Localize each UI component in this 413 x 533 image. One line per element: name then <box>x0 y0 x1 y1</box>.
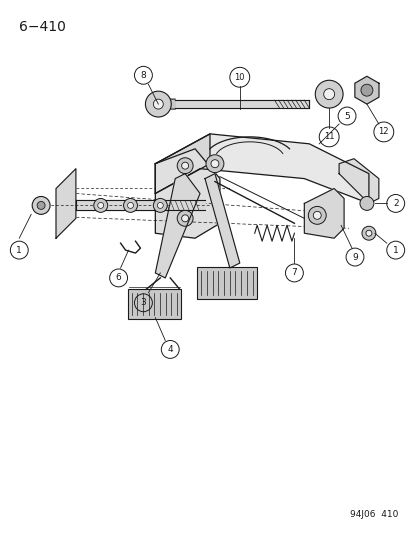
Polygon shape <box>56 168 76 238</box>
Text: 6−410: 6−410 <box>19 20 66 34</box>
Circle shape <box>37 201 45 209</box>
Circle shape <box>157 203 163 208</box>
Circle shape <box>177 158 192 174</box>
Circle shape <box>365 230 371 236</box>
Text: 94J06  410: 94J06 410 <box>349 510 398 519</box>
Text: 8: 8 <box>140 71 146 80</box>
Circle shape <box>206 155 223 173</box>
FancyBboxPatch shape <box>197 267 256 299</box>
Text: 6: 6 <box>116 273 121 282</box>
Text: 4: 4 <box>167 345 173 354</box>
Text: 9: 9 <box>351 253 357 262</box>
Circle shape <box>153 99 163 109</box>
Text: 7: 7 <box>291 269 297 278</box>
Polygon shape <box>155 174 199 278</box>
Circle shape <box>323 88 334 100</box>
Circle shape <box>93 198 107 212</box>
Circle shape <box>153 198 167 212</box>
Text: 1: 1 <box>17 246 22 255</box>
Circle shape <box>313 212 320 219</box>
Circle shape <box>181 215 188 222</box>
Text: 1: 1 <box>392 246 398 255</box>
Circle shape <box>32 197 50 214</box>
Polygon shape <box>338 159 378 204</box>
Polygon shape <box>354 76 378 104</box>
Circle shape <box>315 80 342 108</box>
Circle shape <box>123 198 137 212</box>
Text: 12: 12 <box>377 127 388 136</box>
Circle shape <box>181 162 188 169</box>
Circle shape <box>145 91 171 117</box>
Text: 3: 3 <box>140 298 146 307</box>
Text: 11: 11 <box>323 132 334 141</box>
Circle shape <box>177 211 192 227</box>
Circle shape <box>127 203 133 208</box>
Circle shape <box>361 227 375 240</box>
Text: 5: 5 <box>343 111 349 120</box>
Polygon shape <box>304 189 343 238</box>
Polygon shape <box>165 99 175 109</box>
Circle shape <box>359 197 373 211</box>
Circle shape <box>360 84 372 96</box>
Circle shape <box>308 206 325 224</box>
Polygon shape <box>155 149 219 238</box>
Polygon shape <box>155 134 368 204</box>
Circle shape <box>211 160 218 168</box>
Circle shape <box>97 203 103 208</box>
Text: 10: 10 <box>234 73 244 82</box>
Polygon shape <box>155 134 209 193</box>
FancyBboxPatch shape <box>127 289 181 319</box>
Text: 2: 2 <box>392 199 398 208</box>
Polygon shape <box>204 174 239 268</box>
